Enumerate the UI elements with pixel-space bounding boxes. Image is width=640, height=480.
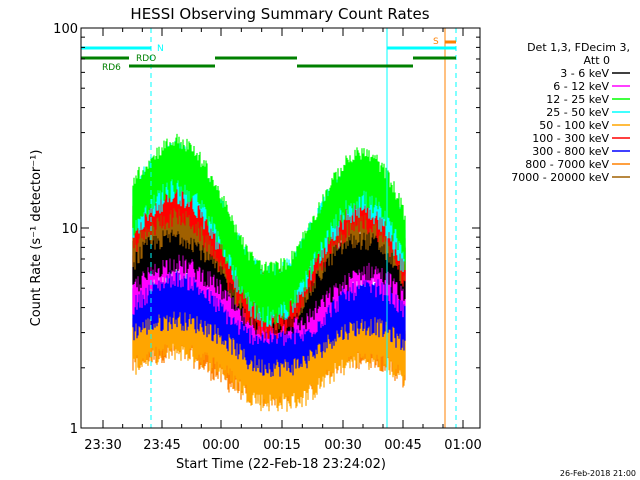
flag-label-n: N bbox=[157, 44, 164, 54]
y-tick-label: 1 bbox=[70, 422, 78, 437]
x-tick-label: 00:00 bbox=[202, 438, 239, 453]
legend-label: 25 - 50 keV bbox=[546, 106, 609, 119]
legend-label: 3 - 6 keV bbox=[560, 67, 609, 80]
series-band-2 bbox=[132, 133, 406, 325]
legend-label: 300 - 800 keV bbox=[532, 145, 609, 158]
x-tick-label: 23:45 bbox=[143, 438, 180, 453]
footer-timestamp: 26-Feb-2018 21:00 bbox=[560, 469, 636, 478]
legend-label: 100 - 300 keV bbox=[532, 132, 609, 145]
legend-header-line-1: Det 1,3, FDecim 3, bbox=[527, 41, 630, 54]
y-tick-label: 10 bbox=[61, 222, 78, 237]
flag-label-s: S bbox=[433, 37, 439, 47]
series-2 bbox=[132, 133, 406, 325]
y-axis-label: Count Rate (s⁻¹ detector⁻¹) bbox=[29, 150, 44, 327]
flag-label-rdo: RDO bbox=[136, 54, 156, 64]
x-tick-label: 01:00 bbox=[444, 438, 481, 453]
x-tick-label: 00:30 bbox=[324, 438, 361, 453]
legend-label: 800 - 7000 keV bbox=[525, 158, 609, 171]
legend-label: 6 - 12 keV bbox=[553, 80, 609, 93]
x-tick-label: 23:30 bbox=[84, 438, 121, 453]
flag-label-rd6: RD6 bbox=[102, 63, 121, 73]
x-tick-label: 00:15 bbox=[263, 438, 300, 453]
x-tick-label: 00:45 bbox=[384, 438, 421, 453]
legend-label: 50 - 100 keV bbox=[539, 119, 609, 132]
legend-header-line-2: Att 0 bbox=[584, 54, 610, 67]
y-tick-label: 100 bbox=[53, 22, 78, 37]
axes: 23:30 23:45 00:00 00:15 00:30 00:45 01:00 1 10 10… bbox=[53, 22, 482, 453]
legend-label: 12 - 25 keV bbox=[546, 93, 609, 106]
legend-label: 7000 - 20000 keV bbox=[511, 171, 609, 184]
chart-title: HESSI Observing Summary Count Rates bbox=[130, 5, 429, 23]
x-axis-label: Start Time (22-Feb-18 23:24:02) bbox=[176, 457, 386, 472]
